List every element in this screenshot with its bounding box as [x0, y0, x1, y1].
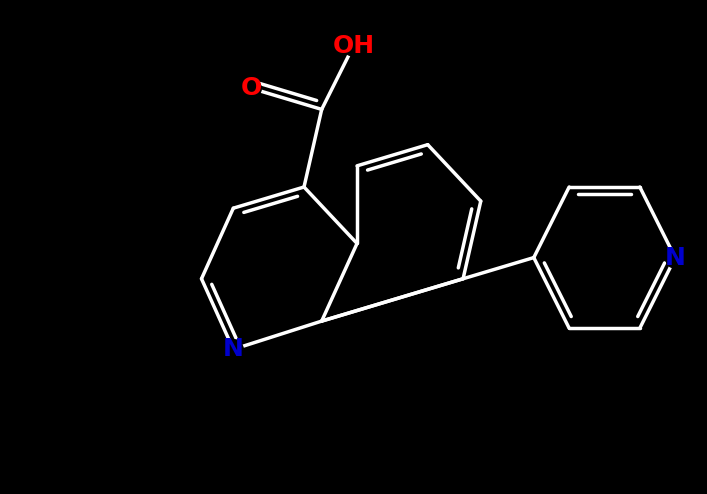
Text: O: O	[240, 76, 262, 100]
Text: N: N	[665, 246, 686, 270]
Text: N: N	[223, 337, 244, 361]
Text: OH: OH	[332, 34, 375, 58]
